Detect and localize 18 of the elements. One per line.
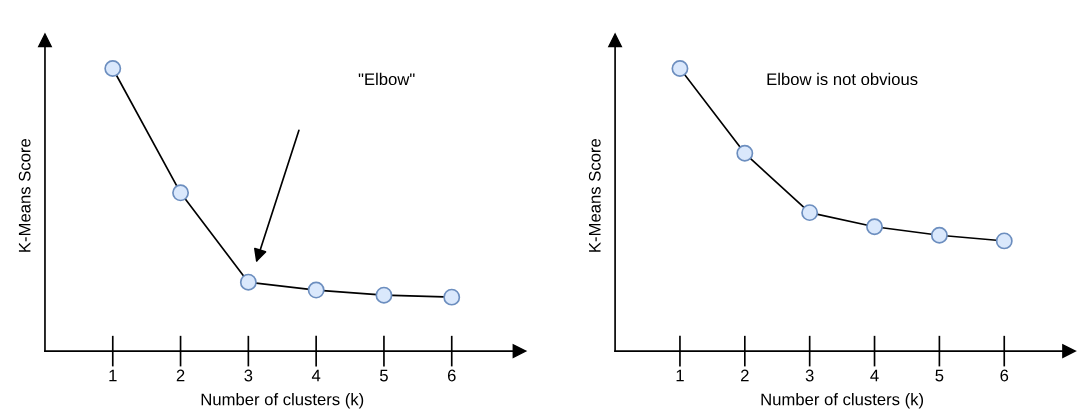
x-tick-label: 1 <box>676 369 684 382</box>
x-tick-label: 6 <box>1000 369 1009 382</box>
x-tick-label: 4 <box>311 369 321 382</box>
x-tick-label: 2 <box>176 369 185 382</box>
x-tick-label: 1 <box>109 369 117 382</box>
x-tick-label: 3 <box>805 369 814 382</box>
x-tick-label: 3 <box>244 369 253 382</box>
x-tick-label: 6 <box>447 369 456 382</box>
x-tick-label: 5 <box>379 369 388 382</box>
annotation: "Elbow" <box>358 72 415 86</box>
y-axis-title: K-Means Score <box>588 138 601 252</box>
annotation: Elbow is not obvious <box>767 72 918 86</box>
x-tick-label: 4 <box>870 369 879 382</box>
x-tick-label: 2 <box>741 369 749 382</box>
y-axis-title: K-Means Score <box>18 138 31 252</box>
x-axis-title: Number of clusters (k) <box>761 393 924 409</box>
x-tick-label: 5 <box>935 369 944 382</box>
x-axis-title: Number of clusters (k) <box>201 393 364 409</box>
